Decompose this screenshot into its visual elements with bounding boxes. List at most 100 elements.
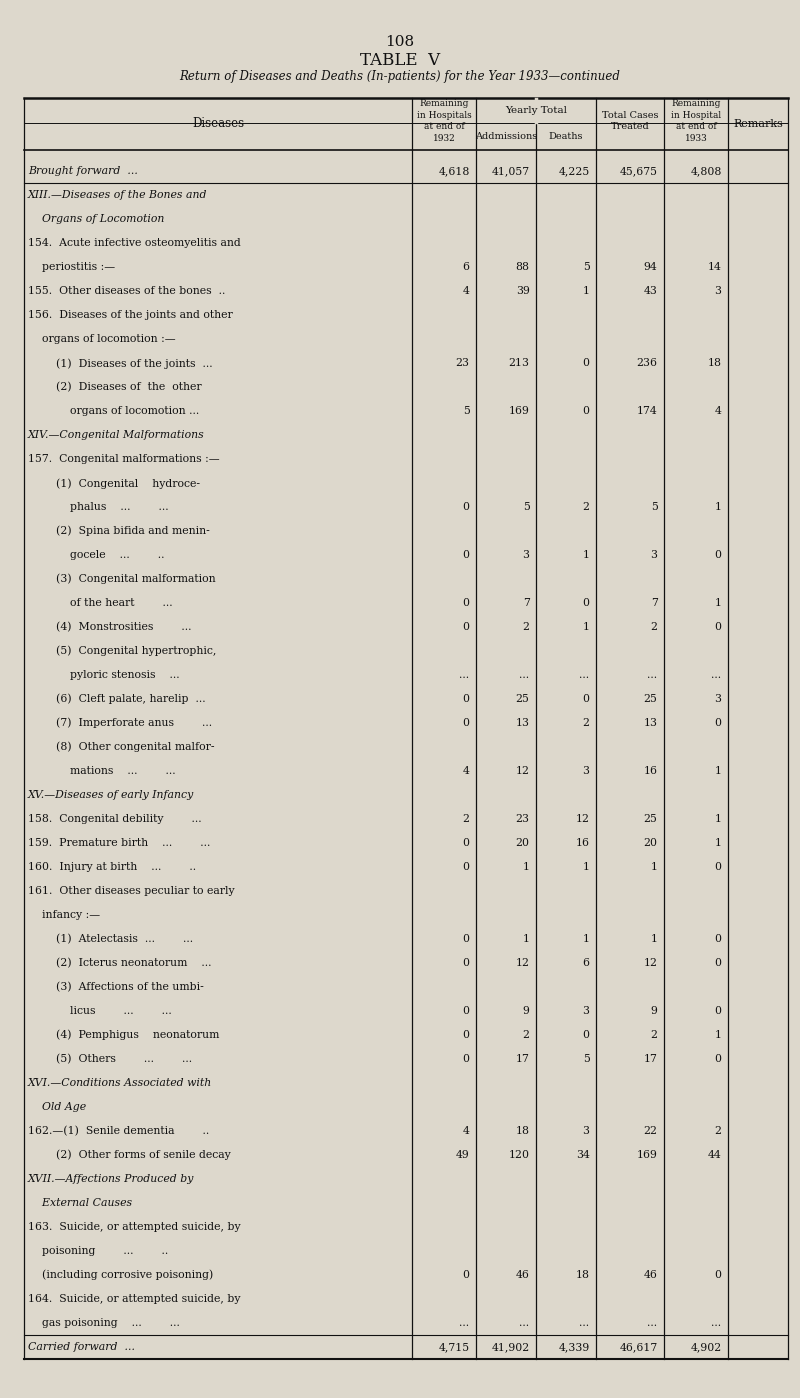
Text: 16: 16 (576, 837, 590, 849)
Text: 0: 0 (582, 358, 590, 368)
Text: phalus    ...        ...: phalus ... ... (28, 502, 169, 512)
Text: (2)  Other forms of senile decay: (2) Other forms of senile decay (28, 1149, 230, 1160)
Text: 34: 34 (576, 1151, 590, 1160)
Text: 0: 0 (582, 1030, 590, 1040)
Text: 2: 2 (582, 719, 590, 728)
Text: 1: 1 (714, 502, 722, 512)
Text: 169: 169 (509, 407, 530, 417)
Text: 9: 9 (522, 1007, 530, 1016)
Text: 0: 0 (582, 598, 590, 608)
Text: 39: 39 (516, 287, 530, 296)
Text: 3: 3 (582, 766, 590, 776)
Text: 0: 0 (462, 958, 470, 967)
Text: ...: ... (579, 1318, 590, 1328)
Text: 2: 2 (714, 1125, 722, 1137)
Text: 2: 2 (522, 622, 530, 632)
Text: 0: 0 (462, 622, 470, 632)
Text: 45,675: 45,675 (619, 166, 658, 176)
Text: 2: 2 (522, 1030, 530, 1040)
Text: 18: 18 (576, 1269, 590, 1281)
Text: ...: ... (647, 1318, 658, 1328)
Text: 5: 5 (522, 502, 530, 512)
Text: infancy :—: infancy :— (28, 910, 100, 920)
Text: 12: 12 (516, 958, 530, 967)
Text: 164.  Suicide, or attempted suicide, by: 164. Suicide, or attempted suicide, by (28, 1295, 241, 1304)
Text: 154.  Acute infective osteomyelitis and: 154. Acute infective osteomyelitis and (28, 238, 241, 249)
Text: 41,057: 41,057 (491, 166, 530, 176)
Text: 1: 1 (582, 287, 590, 296)
Text: 4,715: 4,715 (438, 1342, 470, 1352)
Text: 0: 0 (714, 958, 722, 967)
Text: 0: 0 (462, 1007, 470, 1016)
Text: 174: 174 (637, 407, 658, 417)
Text: 0: 0 (462, 1054, 470, 1064)
Text: 4: 4 (714, 407, 722, 417)
Text: 155.  Other diseases of the bones  ..: 155. Other diseases of the bones .. (28, 287, 226, 296)
Text: 0: 0 (582, 407, 590, 417)
Text: 49: 49 (456, 1151, 470, 1160)
Text: gas poisoning    ...        ...: gas poisoning ... ... (28, 1318, 180, 1328)
Text: 1: 1 (714, 837, 722, 849)
Text: (3)  Affections of the umbi-: (3) Affections of the umbi- (28, 981, 204, 993)
Text: organs of locomotion ...: organs of locomotion ... (28, 407, 199, 417)
Text: 0: 0 (462, 1030, 470, 1040)
Text: 7: 7 (522, 598, 530, 608)
Text: Remarks: Remarks (733, 119, 783, 129)
Text: 156.  Diseases of the joints and other: 156. Diseases of the joints and other (28, 310, 233, 320)
Text: 7: 7 (650, 598, 658, 608)
Text: 163.  Suicide, or attempted suicide, by: 163. Suicide, or attempted suicide, by (28, 1222, 241, 1232)
Text: 0: 0 (714, 1007, 722, 1016)
Text: 5: 5 (582, 263, 590, 273)
Text: 13: 13 (516, 719, 530, 728)
Text: 14: 14 (708, 263, 722, 273)
Text: 1: 1 (582, 551, 590, 561)
Text: 20: 20 (643, 837, 658, 849)
Text: 1: 1 (582, 622, 590, 632)
Text: 41,902: 41,902 (491, 1342, 530, 1352)
Text: Total Cases
Treated: Total Cases Treated (602, 110, 658, 131)
Text: 2: 2 (462, 814, 470, 823)
Text: 1: 1 (582, 863, 590, 872)
Text: 1: 1 (582, 934, 590, 944)
Text: 12: 12 (643, 958, 658, 967)
Text: 25: 25 (644, 695, 658, 705)
Text: Deaths: Deaths (549, 131, 583, 141)
Text: poisoning        ...        ..: poisoning ... .. (28, 1246, 168, 1255)
Text: (7)  Imperforate anus        ...: (7) Imperforate anus ... (28, 717, 212, 728)
Text: 4,902: 4,902 (690, 1342, 722, 1352)
Text: 4: 4 (462, 766, 470, 776)
Text: 0: 0 (714, 863, 722, 872)
Text: 5: 5 (462, 407, 470, 417)
Text: 25: 25 (644, 814, 658, 823)
Text: Organs of Locomotion: Organs of Locomotion (28, 214, 164, 224)
Text: ...: ... (519, 1318, 530, 1328)
Text: mations    ...        ...: mations ... ... (28, 766, 176, 776)
Text: Brought forward  ...: Brought forward ... (28, 166, 138, 176)
Text: 0: 0 (714, 1054, 722, 1064)
Text: 16: 16 (643, 766, 658, 776)
Text: 160.  Injury at birth    ...        ..: 160. Injury at birth ... .. (28, 863, 196, 872)
Text: (4)  Pemphigus    neonatorum: (4) Pemphigus neonatorum (28, 1030, 219, 1040)
Text: Diseases: Diseases (192, 117, 244, 130)
Text: 23: 23 (456, 358, 470, 368)
Text: 161.  Other diseases peculiar to early: 161. Other diseases peculiar to early (28, 886, 234, 896)
Text: 6: 6 (582, 958, 590, 967)
Text: ...: ... (519, 670, 530, 681)
Text: 13: 13 (643, 719, 658, 728)
Text: 236: 236 (637, 358, 658, 368)
Text: ...: ... (459, 670, 470, 681)
Text: ...: ... (711, 1318, 722, 1328)
Text: 2: 2 (582, 502, 590, 512)
Text: (8)  Other congenital malfor-: (8) Other congenital malfor- (28, 742, 214, 752)
Text: 0: 0 (462, 502, 470, 512)
Text: 159.  Premature birth    ...        ...: 159. Premature birth ... ... (28, 837, 210, 849)
Text: 88: 88 (516, 263, 530, 273)
Text: Addmissions: Addmissions (475, 131, 537, 141)
Text: 1: 1 (714, 598, 722, 608)
Text: Remaining
in Hospital
at end of
1933: Remaining in Hospital at end of 1933 (671, 99, 721, 143)
Text: 1: 1 (714, 814, 722, 823)
Text: 46,617: 46,617 (619, 1342, 658, 1352)
Text: 1: 1 (714, 766, 722, 776)
Text: 162.—(1)  Senile dementia        ..: 162.—(1) Senile dementia .. (28, 1125, 210, 1137)
Text: 0: 0 (462, 863, 470, 872)
